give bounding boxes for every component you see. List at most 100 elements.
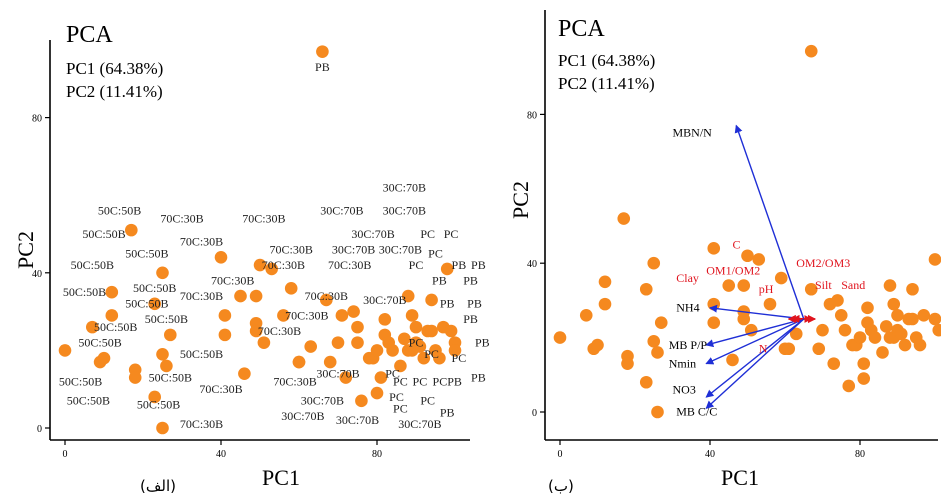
data-point [804, 282, 818, 296]
data-point [405, 309, 419, 322]
point-label: PB [463, 273, 478, 287]
point-label: 70C:30B [211, 273, 254, 287]
point-label: 50C:50B [133, 281, 176, 295]
point-label: PC [385, 367, 400, 381]
data-point [253, 258, 267, 272]
data-point [853, 331, 867, 344]
axis-ticks: 0 40 80 0 40 80 [527, 110, 865, 460]
data-point [148, 297, 161, 311]
loading-vector [705, 318, 805, 398]
y-tick-label: 0 [37, 424, 42, 435]
point-label: PC [409, 258, 424, 272]
point-label: 50C:50B [125, 246, 168, 260]
data-point [378, 313, 392, 326]
point-label: 50C:50B [98, 204, 141, 218]
vector-label: Nmin [669, 356, 696, 370]
point-label: 70C:30B [180, 417, 223, 431]
x-axis-label: PC1 [721, 465, 759, 490]
point-label: 30C:70B [398, 417, 441, 431]
point-label: 70C:30B [270, 242, 313, 256]
data-point [868, 331, 882, 344]
data-point [883, 279, 897, 292]
data-point [598, 297, 612, 311]
data-point [752, 253, 766, 266]
point-label: PCPB [433, 374, 462, 388]
vector-label: Sand [841, 278, 865, 292]
data-point [857, 357, 871, 370]
point-label: 50C:50B [82, 227, 125, 241]
vector-label: OM1/OM2 [706, 263, 760, 277]
data-point [763, 297, 777, 311]
point-label: 70C:30B [180, 289, 223, 303]
data-point [284, 282, 298, 295]
scatter-points [58, 45, 462, 435]
point-label: PB [467, 297, 482, 311]
variance-pc1: PC1 (64.38%) [66, 59, 163, 78]
point-label: 30C:70B [301, 394, 344, 408]
data-point [351, 336, 364, 349]
point-label: PC [452, 351, 467, 365]
loading-vector [705, 318, 805, 365]
data-point [160, 359, 173, 373]
point-label: PB [440, 297, 455, 311]
data-point [879, 320, 893, 333]
vector-label: pH [759, 282, 774, 296]
data-point [651, 346, 664, 359]
data-point [827, 357, 841, 370]
point-label: 30C:70B [281, 409, 324, 423]
point-label: 70C:30B [328, 258, 371, 272]
data-point [292, 355, 306, 369]
data-point [639, 282, 653, 296]
point-label: 50C:50B [125, 297, 168, 311]
point-label: PC [409, 336, 424, 350]
point-label: 50C:50B [145, 312, 188, 326]
data-point [164, 328, 177, 342]
point-label: 70C:30B [199, 382, 242, 396]
data-point [887, 297, 901, 311]
point-label: 30C:70B [383, 180, 426, 194]
vector-label: MBN/N [673, 126, 713, 140]
panel-caption: (ب) [548, 477, 574, 495]
data-point [654, 316, 668, 330]
point-label: 30C:70B [316, 367, 359, 381]
data-point [97, 351, 111, 365]
point-label: 70C:30B [273, 374, 316, 388]
data-point [789, 327, 803, 341]
point-label: 70C:30B [305, 289, 348, 303]
data-point [238, 367, 251, 380]
variance-pc2: PC2 (11.41%) [558, 74, 655, 93]
data-point [812, 342, 826, 356]
data-point [913, 338, 927, 352]
vector-label: OM2/OM3 [796, 256, 850, 270]
data-point [440, 262, 454, 276]
data-point [774, 271, 788, 285]
y-axis-label: PC2 [13, 231, 38, 269]
loading-vectors [705, 124, 816, 409]
data-point [842, 379, 856, 393]
point-label: 30C:70B [363, 293, 406, 307]
data-point [917, 308, 931, 322]
data-point [370, 344, 384, 357]
point-label: 30C:70B [336, 413, 379, 427]
data-point [834, 308, 848, 322]
data-point [105, 285, 119, 299]
x-tick-label: 0 [558, 449, 563, 460]
data-point [861, 301, 874, 315]
point-label: 30C:70B [320, 204, 363, 218]
data-point [838, 323, 852, 337]
data-point [553, 331, 567, 344]
data-point [741, 249, 754, 263]
point-label: 30C:70B [379, 242, 422, 256]
data-point [58, 344, 72, 357]
data-point [928, 312, 941, 326]
point-label: 50C:50B [71, 258, 114, 272]
point-label: PB [440, 405, 455, 419]
data-point [707, 242, 721, 255]
x-axis-label: PC1 [262, 465, 300, 490]
y-tick-label: 40 [527, 259, 537, 270]
point-label: PB [463, 312, 478, 326]
data-point [448, 344, 462, 357]
data-point [906, 312, 919, 326]
data-point [86, 320, 99, 334]
point-label: PC [420, 227, 435, 241]
